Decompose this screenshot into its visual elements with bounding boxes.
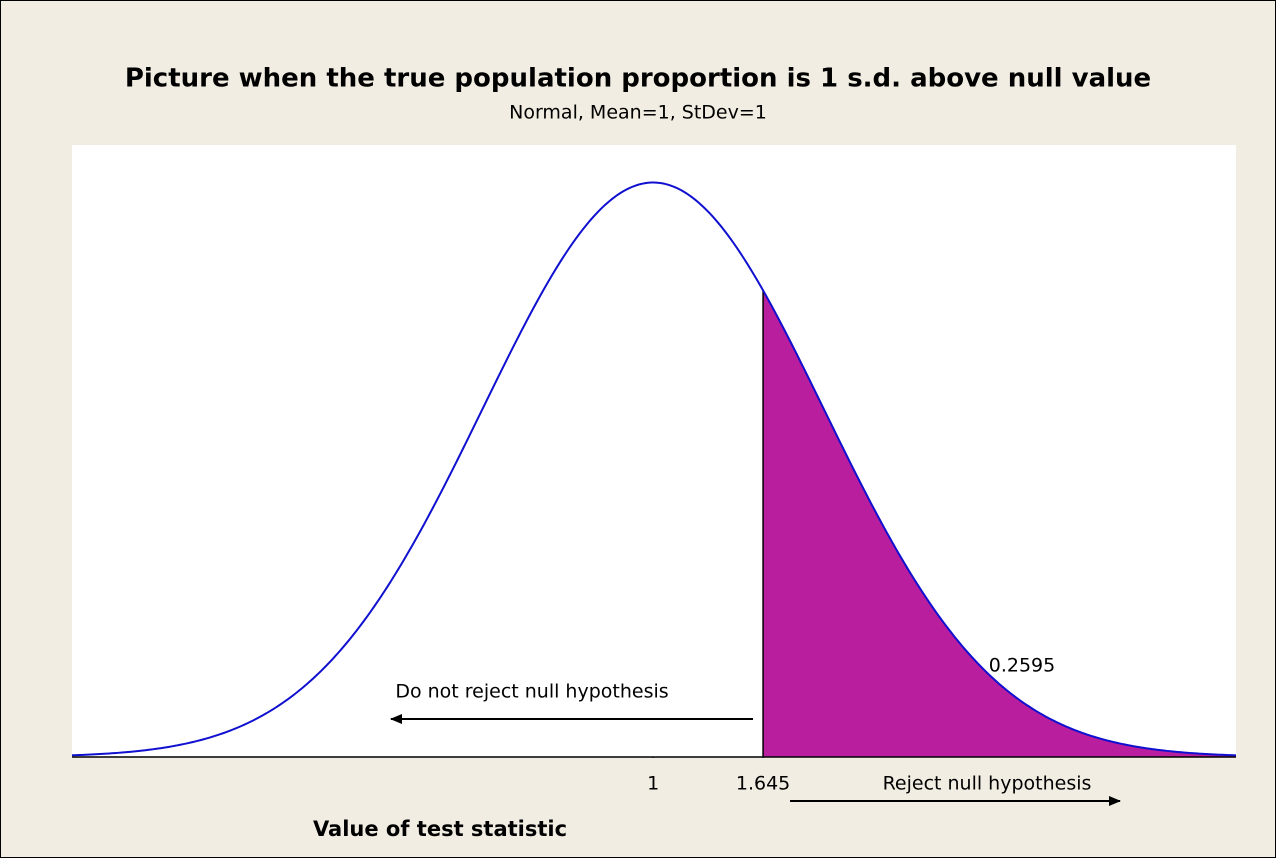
chart-subtitle: Normal, Mean=1, StDev=1: [509, 102, 767, 124]
annotation: Do not reject null hypothesis: [395, 681, 668, 703]
x-tick-label: 1.645: [736, 773, 790, 795]
area-label: 0.2595: [989, 655, 1055, 677]
shaded-region: [763, 290, 1236, 757]
x-axis-label: Value of test statistic: [313, 817, 567, 841]
density-curve: [71, 181, 1237, 757]
annotation: Reject null hypothesis: [883, 773, 1092, 795]
chart-title: Picture when the true population proport…: [125, 64, 1151, 94]
plot-area: [72, 145, 1236, 757]
x-tick-label: 1: [647, 773, 659, 795]
